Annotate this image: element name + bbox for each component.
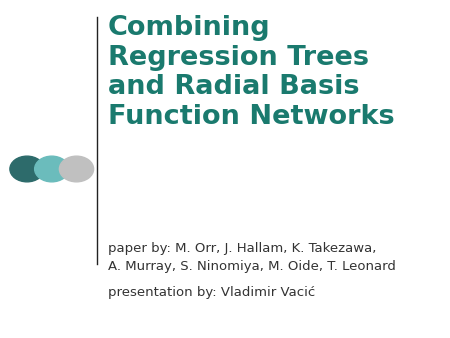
Circle shape: [59, 156, 94, 182]
Text: presentation by: Vladimir Vacić: presentation by: Vladimir Vacić: [108, 286, 315, 298]
Circle shape: [10, 156, 44, 182]
Circle shape: [35, 156, 69, 182]
Text: paper by: M. Orr, J. Hallam, K. Takezawa,
A. Murray, S. Ninomiya, M. Oide, T. Le: paper by: M. Orr, J. Hallam, K. Takezawa…: [108, 242, 396, 273]
Text: Combining
Regression Trees
and Radial Basis
Function Networks: Combining Regression Trees and Radial Ba…: [108, 15, 395, 130]
